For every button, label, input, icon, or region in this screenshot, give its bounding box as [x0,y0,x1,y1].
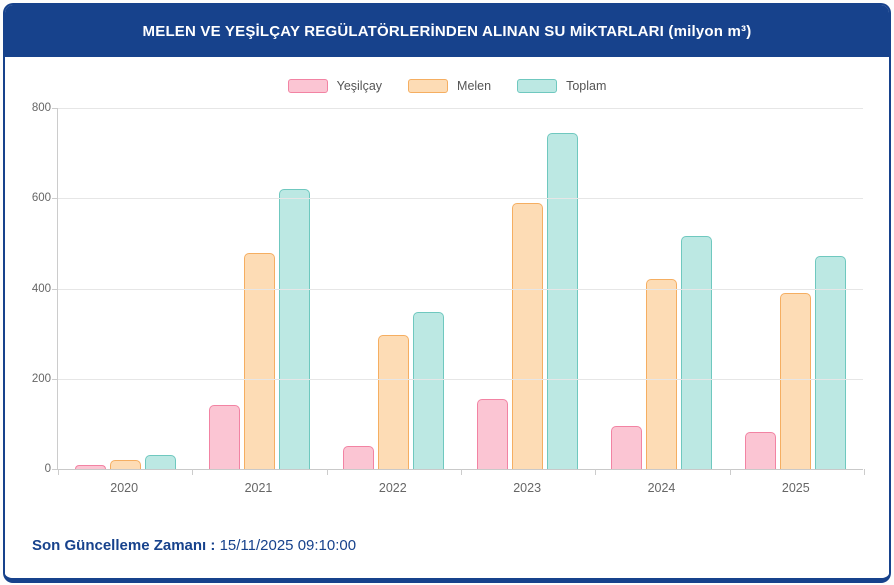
bar-yeşilçay-2025[interactable] [745,432,777,469]
gridline-400 [58,288,863,290]
y-axis-tick [52,108,58,109]
gridline-200 [58,378,863,380]
bar-toplam-2023[interactable] [547,133,579,469]
bar-yeşilçay-2023[interactable] [477,399,509,469]
x-axis-label-2022: 2022 [378,481,407,495]
x-axis-labels: 2020 2021 2022 2023 2024 2025 [57,481,863,495]
bar-groups [58,108,863,469]
legend-label: Toplam [566,79,607,93]
y-axis-label-200: 200 [31,372,51,385]
y-axis-label-0: 0 [44,463,51,475]
bar-group-2022 [326,108,460,469]
bar-melen-2024[interactable] [646,279,678,469]
y-axis-tick [52,198,58,200]
x-axis-tick [192,469,194,475]
bar-toplam-2021[interactable] [278,189,310,469]
y-axis-tick [52,378,58,380]
legend-swatch-icon [408,79,449,93]
last-update-value: 15/11/2025 09:10:00 [219,537,357,554]
x-axis-tick [326,469,328,475]
bar-yeşilçay-2020[interactable] [74,464,106,469]
bar-melen-2021[interactable] [243,253,275,469]
last-update: Son Güncelleme Zamanı : 15/11/2025 09:10… [32,537,356,554]
y-axis-tick [52,469,58,470]
bar-group-2024 [595,108,729,469]
x-axis-label-2025: 2025 [781,481,810,495]
chart-legend: Yeşilçay Melen Toplam [5,79,889,93]
x-axis-tick [58,469,59,475]
x-axis-tick [461,469,462,475]
bar-toplam-2022[interactable] [412,312,444,469]
bar-toplam-2024[interactable] [681,236,713,469]
chart-content: Yeşilçay Melen Toplam 800 600 400 200 0 2020 20… [5,57,889,578]
legend-swatch-icon [517,79,558,93]
x-axis-tick [864,469,865,475]
x-axis-label-2020: 2020 [110,481,139,495]
legend-item-yeşilçay[interactable]: Yeşilçay [287,79,383,93]
bar-melen-2023[interactable] [512,203,544,469]
x-axis-label-2021: 2021 [244,481,273,495]
legend-label: Yeşilçay [336,79,383,93]
plot-area: 800 600 400 200 0 [32,102,865,475]
bar-melen-2025[interactable] [780,293,812,469]
legend-label: Melen [457,79,492,93]
bar-melen-2020[interactable] [109,459,141,469]
bar-yeşilçay-2021[interactable] [208,404,240,469]
x-axis-label-2024: 2024 [647,481,676,495]
last-update-label: Son Güncelleme Zamanı [32,537,207,554]
bar-melen-2022[interactable] [377,334,409,469]
last-update-separator: : [206,537,220,554]
legend-item-toplam[interactable]: Toplam [517,79,606,93]
gridline-600 [58,198,863,200]
x-axis-tick [595,469,597,475]
bar-group-2025 [729,108,863,469]
bar-toplam-2020[interactable] [144,455,176,469]
y-axis-label-400: 400 [31,282,51,295]
bar-yeşilçay-2022[interactable] [342,446,374,469]
bar-yeşilçay-2024[interactable] [611,425,643,469]
gridline-0 [58,469,863,470]
y-axis-label-800: 800 [31,102,51,114]
bar-group-2020 [58,108,192,469]
bar-toplam-2025[interactable] [815,256,847,469]
x-axis-label-2023: 2023 [513,481,542,495]
chart-card: MELEN VE YEŞİLÇAY REGÜLATÖRLERİNDEN ALIN… [3,3,891,583]
legend-swatch-icon [287,79,328,93]
bar-group-2021 [192,108,326,469]
legend-item-melen[interactable]: Melen [408,79,491,93]
y-axis-tick [52,288,58,290]
y-axis-label-600: 600 [31,192,51,205]
gridline-800 [58,108,863,109]
chart-title: MELEN VE YEŞİLÇAY REGÜLATÖRLERİNDEN ALIN… [142,22,752,40]
chart-header: MELEN VE YEŞİLÇAY REGÜLATÖRLERİNDEN ALIN… [5,5,889,57]
x-axis-tick [729,469,731,475]
bar-group-2023 [461,108,595,469]
